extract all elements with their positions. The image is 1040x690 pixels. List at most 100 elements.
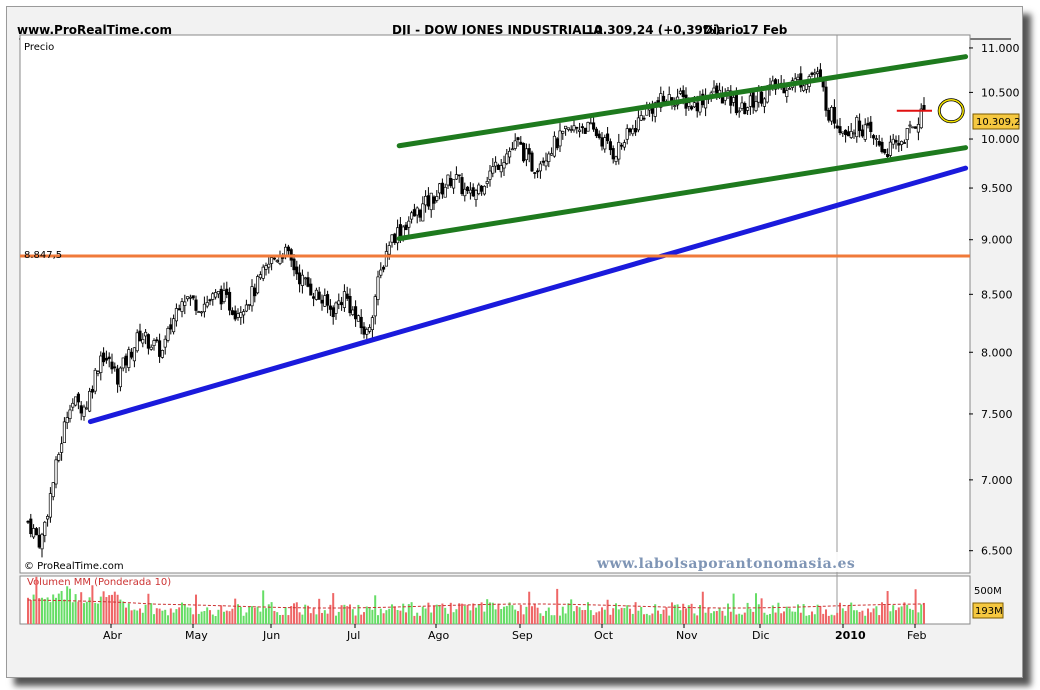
candle-body [592, 122, 596, 130]
candle-body [382, 266, 386, 270]
volume-bar [295, 602, 298, 624]
candle-body [359, 316, 363, 329]
volume-bar [550, 615, 553, 624]
volume-bar [802, 604, 805, 624]
candle-body [628, 128, 632, 133]
candle-body [527, 148, 531, 155]
volume-bar [407, 604, 410, 624]
x-tick-label: May [185, 629, 208, 642]
volume-bar [766, 614, 769, 624]
volume-bar [623, 608, 626, 624]
volume-bar [654, 604, 657, 624]
candle-body [155, 339, 159, 342]
candle-body [46, 516, 50, 520]
candle-body [169, 324, 173, 330]
candle-body [407, 220, 411, 228]
candle-body [460, 177, 464, 195]
candle-body [737, 110, 741, 113]
candle-body [57, 454, 61, 461]
volume-bar [127, 603, 130, 624]
volume-bar [419, 615, 421, 624]
candle-body [188, 296, 192, 299]
candle-body [284, 246, 288, 256]
candle-body [26, 520, 30, 523]
candle-body [810, 72, 814, 75]
candle-body [499, 165, 503, 173]
volume-bar [354, 615, 357, 624]
candle-body [914, 126, 918, 129]
x-tick-label: Sep [512, 629, 533, 642]
candle-body [396, 227, 400, 244]
candle-body [569, 129, 573, 131]
volume-bar [29, 600, 32, 624]
volume-bar [323, 610, 326, 624]
volume-bar [83, 603, 85, 624]
candle-body [860, 129, 864, 137]
x-tick-label: Feb [907, 629, 926, 642]
y-tick-label: 11.000 [981, 42, 1020, 55]
candle-body [390, 234, 394, 243]
candle-body [751, 92, 755, 108]
candle-body [821, 80, 825, 88]
candle-body [90, 389, 94, 393]
volume-bar [861, 610, 864, 624]
candle-body [48, 493, 52, 518]
candle-body [247, 303, 251, 306]
candle-body [300, 274, 304, 286]
volume-bar [780, 613, 783, 624]
volume-bar [923, 602, 925, 624]
volume-bar [374, 595, 377, 624]
candle-body [68, 409, 72, 420]
site-title: www.ProRealTime.com [17, 23, 172, 37]
watermark-bg [595, 552, 857, 572]
trendlines [20, 54, 970, 425]
volume-bar [360, 614, 363, 624]
volume-bar [729, 611, 732, 624]
candle-body [625, 128, 629, 140]
volume-bar [752, 611, 755, 624]
candle-body [415, 207, 419, 216]
quote-value: 10.309,24 (+0,39%) [586, 23, 720, 37]
volume-bar [405, 612, 407, 624]
volume-bar [402, 603, 405, 624]
candle-body [516, 137, 520, 141]
volume-bar [609, 614, 612, 624]
volume-bar [883, 605, 886, 624]
candle-body [734, 94, 738, 114]
volume-bar [430, 612, 433, 624]
candle-body [796, 76, 800, 80]
volume-bar [850, 602, 853, 624]
candle-body [841, 131, 845, 134]
volume-bar [335, 615, 337, 624]
candle-body [79, 405, 83, 414]
candle-body [603, 137, 607, 150]
volume-bar [911, 609, 914, 624]
candle-body [608, 141, 612, 151]
volume-bar [682, 603, 685, 624]
volume-bar [785, 606, 788, 624]
volume-bar [421, 606, 424, 624]
candle-body [194, 299, 198, 311]
volume-bar [774, 612, 777, 624]
candle-body [337, 300, 341, 305]
candle-body [916, 123, 920, 133]
volume-bar [217, 609, 220, 624]
volume-bar [472, 603, 475, 624]
candle-body [163, 338, 167, 348]
candle-body [505, 153, 509, 164]
volume-bar [242, 615, 245, 624]
candle-body [326, 294, 330, 306]
candle-body [208, 299, 212, 302]
volume-bar [743, 612, 746, 624]
price-chart[interactable]: www.ProRealTime.com DJI - DOW JONES INDU… [7, 7, 1022, 677]
candle-body [614, 156, 618, 162]
candle-body [561, 130, 565, 134]
candle-body [275, 260, 279, 262]
volume-bar [844, 610, 847, 624]
candle-body [264, 265, 268, 270]
volume-bar [517, 611, 519, 624]
volume-bar [178, 607, 181, 624]
volume-bar [298, 612, 301, 624]
candle-body [144, 331, 148, 337]
candle-body [373, 296, 377, 317]
